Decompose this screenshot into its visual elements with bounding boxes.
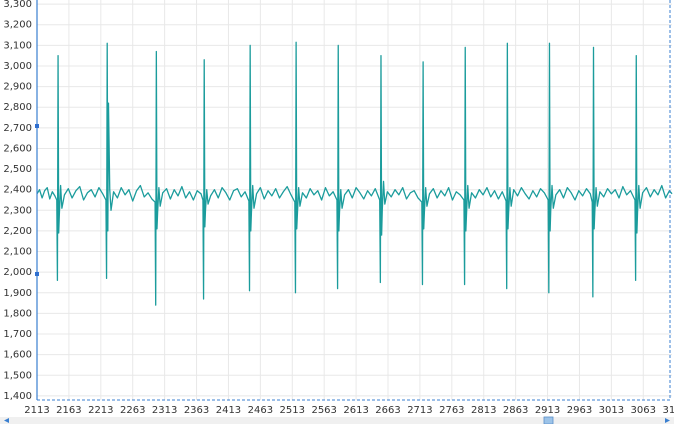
scroll-track[interactable] <box>0 417 674 424</box>
scroll-right-arrow[interactable] <box>665 418 670 423</box>
x-tick-label: 2863 <box>503 405 528 416</box>
scroll-left-arrow[interactable] <box>4 418 9 423</box>
x-tick-label: 2613 <box>343 405 368 416</box>
x-tick-label: 3063 <box>631 405 656 416</box>
x-tick-label: 3113 <box>662 405 674 416</box>
y-tick-label: 3,000 <box>3 61 32 72</box>
y-tick-label: 3,300 <box>3 0 32 10</box>
y-tick-label: 1,600 <box>3 350 32 361</box>
x-tick-label: 2163 <box>56 405 81 416</box>
data-line <box>36 41 673 306</box>
x-tick-label: 2713 <box>407 405 432 416</box>
y-tick-label: 3,200 <box>3 20 32 31</box>
x-tick-label: 2363 <box>184 405 209 416</box>
x-tick-label: 2913 <box>535 405 560 416</box>
x-tick-label: 2313 <box>152 405 177 416</box>
scrollbar[interactable] <box>0 416 674 424</box>
y-tick-label: 1,900 <box>3 288 32 299</box>
y-tick-label: 2,500 <box>3 164 32 175</box>
x-tick-label: 2513 <box>280 405 305 416</box>
y-tick-label: 1,800 <box>3 308 32 319</box>
y-tick-label: 2,900 <box>3 82 32 93</box>
y-tick-label: 1,400 <box>3 391 32 402</box>
x-tick-label: 3013 <box>599 405 624 416</box>
x-tick-label: 2113 <box>24 405 49 416</box>
x-tick-label: 2263 <box>120 405 145 416</box>
y-tick-label: 1,500 <box>3 370 32 381</box>
y-tick-label: 2,000 <box>3 267 32 278</box>
x-tick-label: 2963 <box>567 405 592 416</box>
y-tick-label: 2,200 <box>3 226 32 237</box>
y-tick-label: 2,400 <box>3 185 32 196</box>
axis-handle <box>35 124 39 128</box>
axis-handle <box>35 272 39 276</box>
plot <box>36 41 673 306</box>
x-tick-label: 2813 <box>471 405 496 416</box>
y-tick-label: 3,100 <box>3 40 32 51</box>
y-tick-label: 2,800 <box>3 102 32 113</box>
y-tick-label: 2,100 <box>3 247 32 258</box>
x-tick-label: 2763 <box>439 405 464 416</box>
y-tick-label: 1,700 <box>3 329 32 340</box>
x-tick-label: 2563 <box>311 405 336 416</box>
scroll-thumb[interactable] <box>543 416 554 424</box>
y-tick-label: 2,700 <box>3 123 32 134</box>
x-tick-label: 2213 <box>88 405 113 416</box>
x-tick-label: 2463 <box>248 405 273 416</box>
x-tick-label: 2663 <box>375 405 400 416</box>
x-tick-label: 2413 <box>216 405 241 416</box>
y-tick-label: 2,300 <box>3 205 32 216</box>
y-tick-label: 2,600 <box>3 143 32 154</box>
